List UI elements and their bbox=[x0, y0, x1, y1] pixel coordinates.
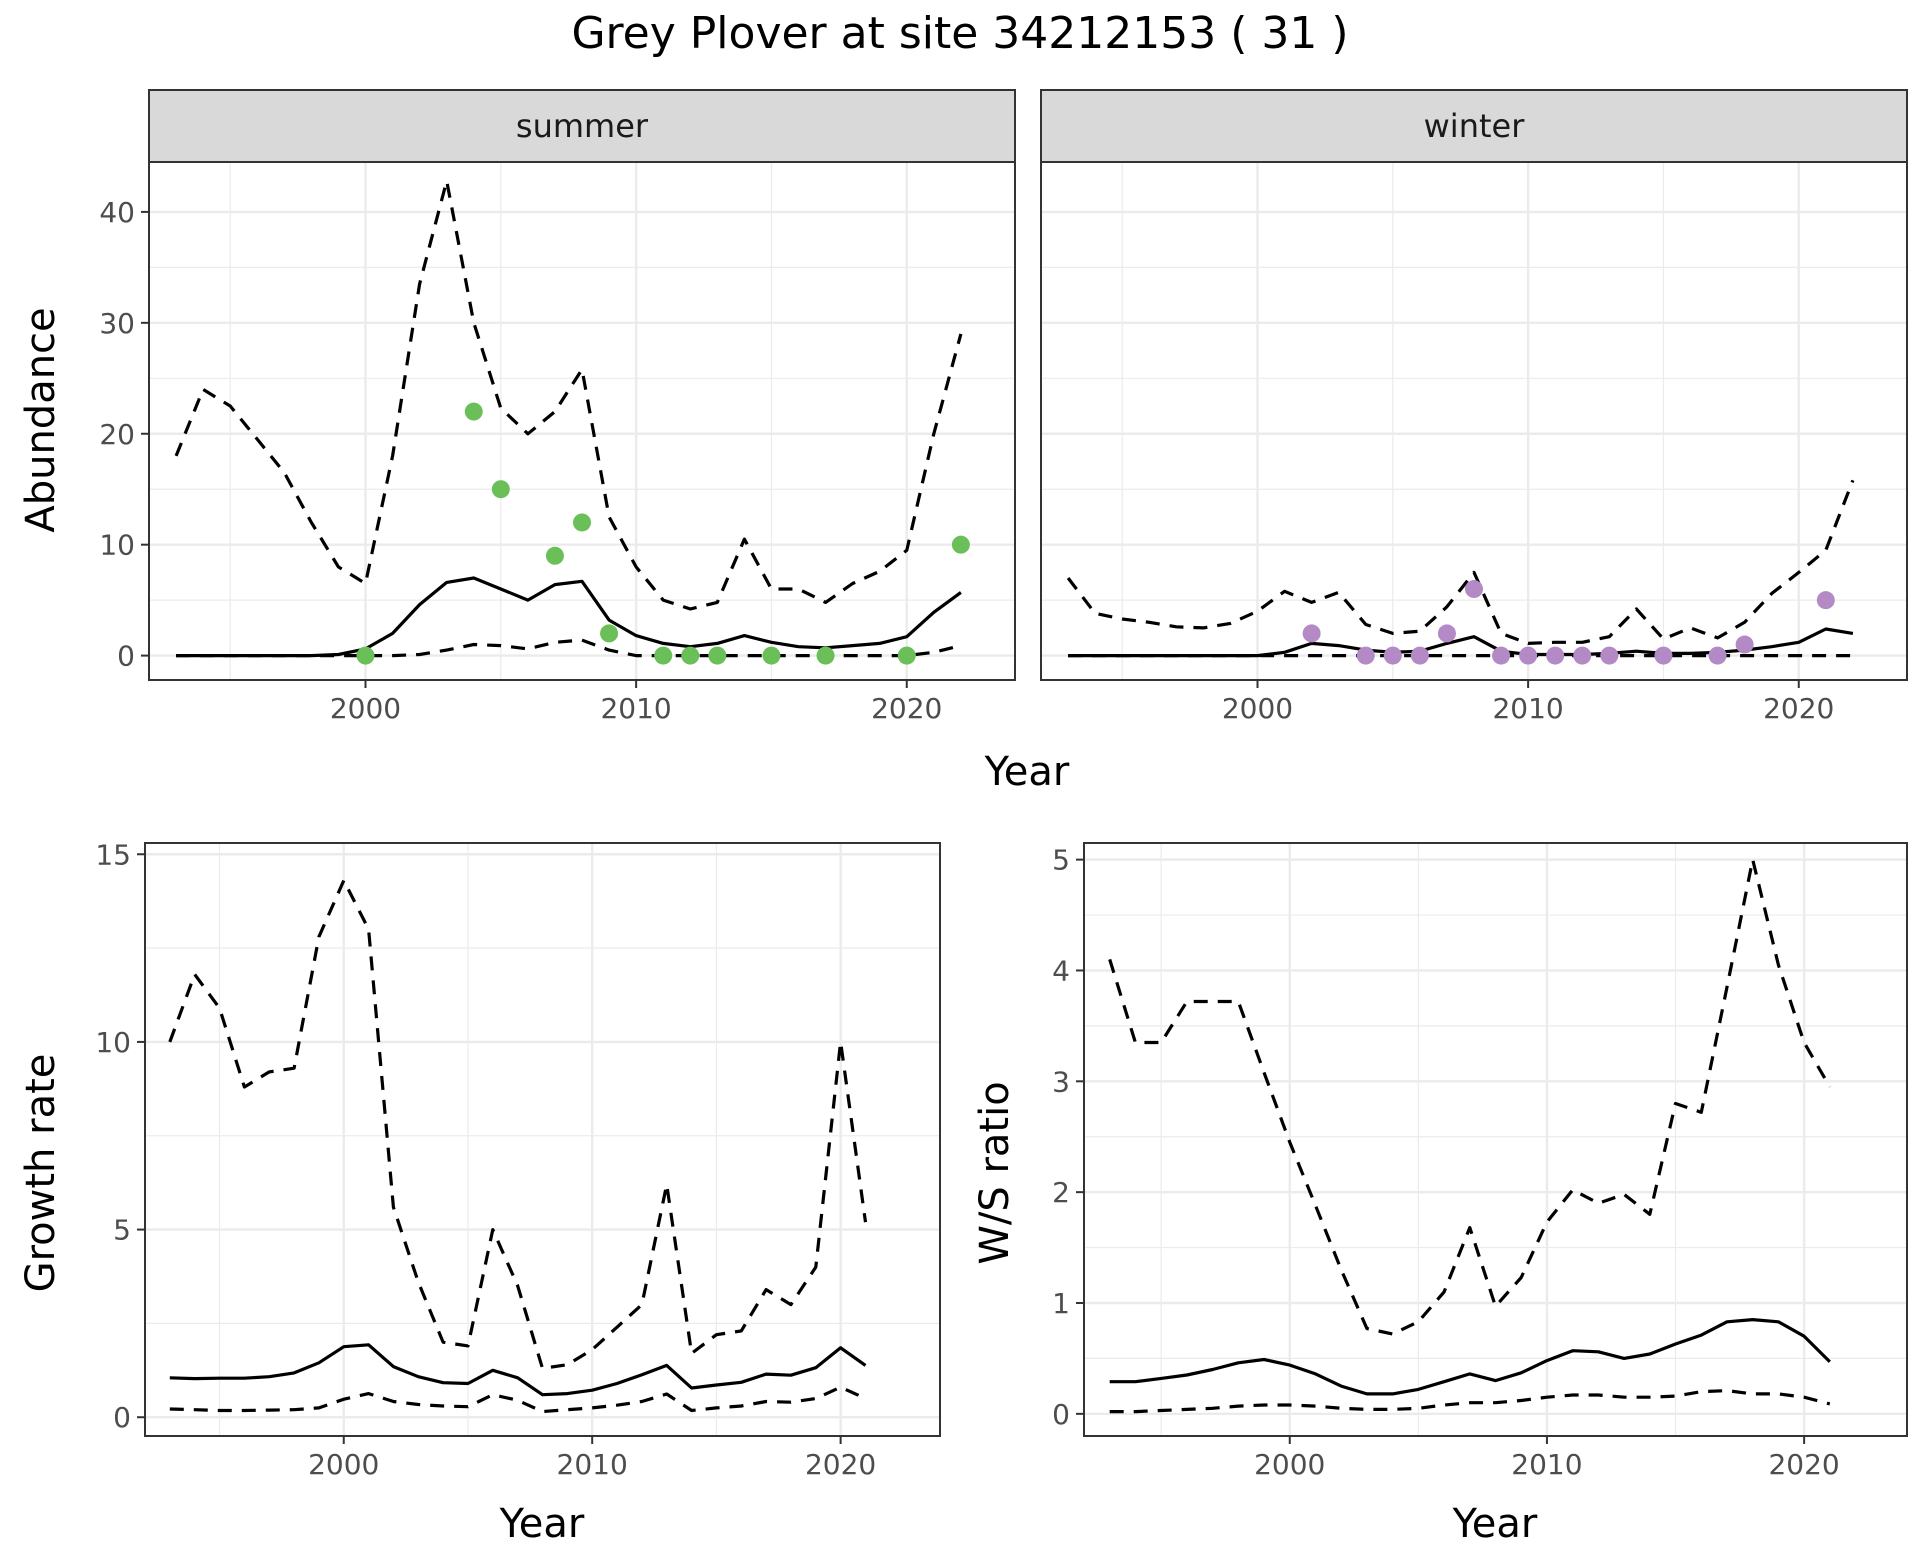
observed-point bbox=[1465, 580, 1483, 599]
x-tick-label: 2000 bbox=[1254, 1448, 1325, 1481]
y-tick-label: 5 bbox=[113, 1214, 131, 1247]
observed-point bbox=[1437, 624, 1456, 643]
observed-point bbox=[1654, 646, 1673, 665]
y-tick-label: 4 bbox=[1052, 954, 1070, 987]
y-tick-label: 40 bbox=[99, 196, 135, 229]
observed-point bbox=[573, 513, 591, 532]
x-axis-title-ws-ratio: Year bbox=[1452, 1501, 1538, 1547]
y-tick-label: 20 bbox=[99, 418, 135, 451]
strip-label-summer: summer bbox=[516, 107, 649, 145]
observed-point bbox=[464, 402, 483, 421]
y-tick-label: 0 bbox=[117, 640, 135, 673]
x-tick-label: 2020 bbox=[805, 1448, 876, 1481]
observed-point bbox=[1383, 646, 1402, 665]
observed-point bbox=[1573, 646, 1592, 665]
panel-growth-rate: 2000 2010 2020 0 5 10 15 Growth rate Year bbox=[18, 838, 941, 1547]
observed-point bbox=[545, 546, 564, 565]
plot-area-ws-ratio: 2000 2010 2020 0 1 2 3 4 5 bbox=[1052, 842, 1908, 1481]
series-line-upper bbox=[168, 878, 868, 1371]
x-tick-label: 2000 bbox=[308, 1448, 379, 1481]
observed-point bbox=[1410, 646, 1429, 665]
series-line-upper bbox=[1108, 857, 1832, 1336]
x-tick-label: 2010 bbox=[600, 692, 671, 725]
panel-border bbox=[1040, 161, 1908, 681]
observed-point bbox=[1735, 635, 1754, 654]
observed-point bbox=[1708, 646, 1727, 665]
x-tick-label: 2020 bbox=[871, 692, 942, 725]
observed-point bbox=[654, 646, 673, 665]
panel-border bbox=[148, 161, 1016, 681]
observed-point bbox=[1356, 646, 1375, 665]
y-tick-label: 0 bbox=[1052, 1398, 1070, 1431]
observed-point bbox=[897, 646, 916, 665]
x-tick-label: 2010 bbox=[1511, 1448, 1582, 1481]
observed-point bbox=[1546, 646, 1565, 665]
y-tick-label: 10 bbox=[95, 1026, 131, 1059]
observed-point bbox=[1492, 646, 1511, 665]
y-axis-title-growth-rate: Growth rate bbox=[18, 1054, 64, 1293]
plot-area-abundance-winter: 2000 2010 2020 bbox=[1040, 161, 1908, 725]
panel-border bbox=[144, 842, 941, 1437]
panel-ws-ratio: 2000 2010 2020 0 1 2 3 4 5 W/S ratio Year bbox=[972, 842, 1908, 1547]
plot-area-growth-rate: 2000 2010 2020 0 5 10 15 bbox=[95, 838, 941, 1481]
panel-abundance-summer: summer 2000 2010 2020 0 10 20 30 40 bbox=[99, 89, 1016, 725]
observed-point bbox=[951, 535, 970, 554]
strip-summer bbox=[148, 89, 1016, 163]
panel-background bbox=[149, 162, 1015, 680]
observed-point bbox=[681, 646, 700, 665]
observed-point bbox=[600, 624, 619, 643]
observed-point bbox=[491, 480, 510, 499]
plot-area-abundance-summer: 2000 2010 2020 0 10 20 30 40 bbox=[99, 161, 1016, 725]
observed-point bbox=[762, 646, 781, 665]
y-tick-label: 2 bbox=[1052, 1176, 1070, 1209]
x-tick-label: 2020 bbox=[1768, 1448, 1839, 1481]
y-axis-title-abundance: Abundance bbox=[18, 307, 64, 532]
observed-point bbox=[1519, 646, 1538, 665]
y-tick-label: 1 bbox=[1052, 1287, 1070, 1320]
observed-point bbox=[1816, 591, 1835, 610]
x-tick-label: 2020 bbox=[1763, 692, 1834, 725]
observed-point bbox=[1600, 646, 1619, 665]
series-line-upper bbox=[1066, 479, 1855, 646]
series-line-mean bbox=[1109, 1317, 1831, 1396]
series-line-mean bbox=[169, 1343, 867, 1397]
observed-point bbox=[1302, 624, 1321, 643]
x-axis-title-top: Year bbox=[984, 749, 1070, 795]
panel-background bbox=[1084, 843, 1907, 1436]
y-axis-title-ws-ratio: W/S ratio bbox=[972, 1081, 1018, 1264]
strip-winter bbox=[1040, 89, 1908, 163]
x-tick-label: 2010 bbox=[557, 1448, 628, 1481]
series-line-lower bbox=[1109, 1388, 1831, 1414]
observed-point bbox=[708, 646, 727, 665]
panel-border bbox=[1083, 842, 1908, 1437]
series-line-upper bbox=[174, 179, 963, 611]
x-tick-label: 2000 bbox=[1222, 692, 1293, 725]
y-tick-label: 0 bbox=[113, 1401, 131, 1434]
x-tick-label: 2010 bbox=[1492, 692, 1563, 725]
y-tick-label: 5 bbox=[1052, 844, 1070, 877]
y-tick-label: 30 bbox=[99, 307, 135, 340]
y-tick-label: 3 bbox=[1052, 1065, 1070, 1098]
panel-background bbox=[1041, 162, 1907, 680]
observed-point bbox=[816, 646, 835, 665]
y-tick-label: 10 bbox=[99, 529, 135, 562]
y-tick-label: 15 bbox=[95, 838, 131, 871]
chart-title: Grey Plover at site 34212153 ( 31 ) bbox=[571, 8, 1348, 59]
x-tick-label: 2000 bbox=[330, 692, 401, 725]
x-axis-title-growth-rate: Year bbox=[499, 1501, 585, 1547]
observed-point bbox=[356, 646, 375, 665]
strip-label-winter: winter bbox=[1424, 107, 1526, 145]
panel-abundance-winter: winter 2000 2010 2020 bbox=[1040, 89, 1908, 725]
panel-background bbox=[145, 843, 940, 1436]
